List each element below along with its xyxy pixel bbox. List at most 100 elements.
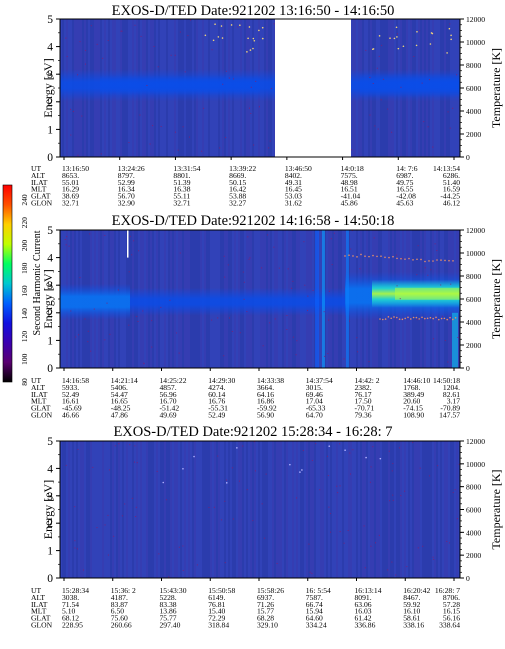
colorbar-tick-label: 200 — [20, 240, 29, 252]
y-tick-label: 3 — [47, 69, 53, 81]
noise-speckle — [129, 444, 131, 446]
noise-speckle — [225, 137, 227, 139]
ephemeris-value: 15:58:26 — [257, 586, 284, 595]
spectrogram-image — [60, 441, 460, 578]
noise-speckle — [131, 497, 133, 499]
trace-dot — [440, 317, 443, 320]
noise-speckle — [349, 320, 351, 322]
ephemeris-row-label: GLAT — [31, 614, 51, 623]
noise-speckle — [266, 234, 268, 236]
ephemeris-value: 52.49 — [62, 390, 79, 399]
trace-dot — [395, 26, 398, 29]
noise-speckle — [276, 562, 278, 564]
noise-speckle — [449, 542, 451, 544]
noise-speckle — [109, 333, 111, 335]
ephemeris-value: -70.71 — [355, 404, 375, 413]
ephemeris-value: 68.28 — [257, 614, 274, 623]
noise-speckle — [419, 30, 421, 32]
ephemeris-value: 49.31 — [285, 178, 302, 187]
ephemeris-value: 4187. — [111, 593, 128, 602]
trace-dot — [204, 34, 207, 37]
ephemeris-value: 32.71 — [62, 199, 79, 208]
noise-speckle — [160, 306, 162, 308]
noise-speckle — [146, 84, 148, 86]
ephemeris-value: 47.86 — [111, 411, 128, 420]
noise-speckle — [187, 35, 189, 37]
noise-speckle — [228, 77, 230, 79]
ephemeris-value: 16.86 — [257, 397, 274, 406]
trace-dot — [424, 317, 426, 320]
spectrogram-panel-2: EXOS-D/TED Date:921202 14:16:58 - 14:50:… — [31, 213, 503, 420]
ephemeris-value: 52.49 — [208, 411, 225, 420]
ephemeris-value: -59.92 — [257, 404, 277, 413]
ephemeris-value: 16: 5:54 — [306, 586, 331, 595]
trace-dot — [372, 48, 375, 50]
ephemeris-value: 14:33:38 — [257, 376, 284, 385]
noise-speckle — [447, 361, 449, 363]
trace-dot — [220, 25, 223, 27]
trace-dot — [247, 37, 249, 40]
trace-dot — [387, 316, 390, 318]
ephemeris-value: 20.60 — [403, 397, 420, 406]
noise-speckle — [421, 82, 423, 84]
noise-speckle — [135, 515, 137, 517]
colorbar-tick-label: 120 — [20, 331, 29, 343]
trace-dot — [407, 316, 409, 319]
noise-speckle — [441, 315, 443, 317]
noise-speckle — [121, 515, 123, 517]
ephemeris-value: 297.40 — [160, 621, 181, 630]
noise-speckle — [133, 461, 135, 463]
noise-speckle — [151, 346, 153, 348]
trace-dot — [446, 318, 449, 321]
y2-tick-label: 6000 — [466, 295, 481, 304]
ephemeris-value: -70.89 — [440, 404, 460, 413]
data-gap — [275, 19, 351, 157]
trace-dot — [289, 463, 291, 466]
colorbar-tick-label: 160 — [20, 285, 29, 297]
trace-dot — [449, 316, 451, 319]
noise-speckle — [217, 455, 219, 457]
noise-speckle — [274, 318, 276, 320]
spectrogram-panel-1: EXOS-D/TED Date:921202 13:16:50 - 14:16:… — [31, 3, 503, 208]
noise-speckle — [329, 513, 331, 515]
trace-dot — [217, 36, 220, 38]
trace-dot — [328, 445, 331, 447]
noise-speckle — [157, 66, 159, 68]
noise-speckle — [120, 30, 122, 32]
noise-speckle — [89, 233, 91, 235]
ephemeris-value: 49.69 — [160, 411, 177, 420]
colorbar: 240 220 200 180 160 140 120 100 80 Second Harmoni… — [2, 184, 43, 386]
noise-speckle — [70, 310, 72, 312]
noise-speckle — [128, 271, 130, 273]
trace-dot — [261, 26, 264, 29]
noise-speckle — [224, 562, 226, 564]
noise-speckle — [307, 309, 309, 311]
ephemeris-value: 8669. — [229, 171, 246, 180]
noise-speckle — [396, 285, 398, 287]
trace-dot — [162, 481, 165, 484]
noise-speckle — [349, 452, 351, 454]
ephemeris-value: 5228. — [160, 593, 177, 602]
noise-speckle — [248, 107, 250, 109]
trace-dot — [236, 447, 238, 449]
y-axis-label: Energy [eV] — [41, 480, 55, 539]
noise-speckle — [429, 475, 431, 477]
noise-speckle — [168, 576, 170, 578]
noise-speckle — [370, 466, 372, 468]
noise-speckle — [237, 26, 239, 28]
trace-dot — [420, 258, 422, 261]
noise-speckle — [64, 238, 66, 240]
colorbar-label: Second Harmonic Current — [32, 230, 43, 335]
trace-dot — [248, 26, 251, 28]
noise-speckle — [351, 149, 353, 151]
noise-speckle — [270, 88, 272, 90]
trace-dot — [412, 259, 414, 261]
noise-speckle — [242, 271, 244, 273]
ephemeris-value: 8797. — [118, 171, 135, 180]
noise-speckle — [243, 281, 245, 283]
trace-dot — [408, 257, 410, 260]
noise-speckle — [309, 571, 311, 573]
y2-tick-label: 10000 — [466, 38, 485, 47]
ephemeris-value: 8801. — [173, 171, 190, 180]
noise-speckle — [432, 556, 434, 558]
